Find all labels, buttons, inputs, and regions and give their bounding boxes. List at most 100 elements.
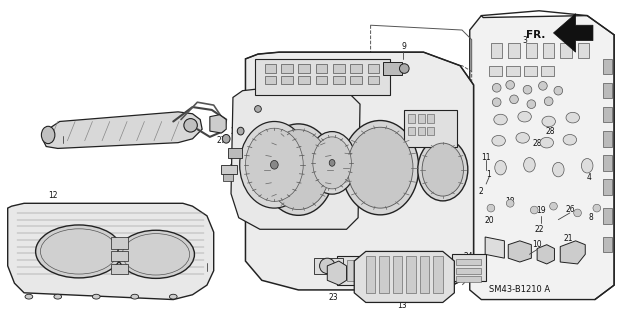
Bar [408, 127, 415, 135]
Ellipse shape [531, 206, 538, 214]
Bar [381, 260, 390, 281]
Bar [508, 42, 520, 58]
Ellipse shape [271, 160, 278, 169]
Text: 20: 20 [484, 216, 494, 225]
Polygon shape [354, 251, 454, 302]
Bar [111, 264, 128, 274]
Bar [223, 174, 233, 181]
Bar [489, 66, 502, 76]
Text: 17: 17 [74, 281, 84, 290]
Text: 1: 1 [486, 170, 492, 179]
Ellipse shape [255, 106, 261, 112]
Bar [603, 131, 612, 146]
Bar [416, 260, 424, 281]
Bar [221, 165, 237, 174]
Ellipse shape [54, 294, 61, 299]
Ellipse shape [36, 225, 122, 278]
Bar [358, 260, 367, 281]
Bar [603, 83, 612, 98]
Bar [281, 76, 292, 84]
Bar [456, 259, 481, 265]
Text: 21: 21 [563, 234, 573, 243]
Text: 25: 25 [230, 127, 240, 136]
Bar [337, 256, 447, 285]
Ellipse shape [494, 114, 508, 125]
Text: 23: 23 [328, 293, 338, 302]
Ellipse shape [240, 122, 309, 208]
Ellipse shape [506, 199, 514, 207]
Polygon shape [560, 241, 585, 264]
Text: SM43-B1210 A: SM43-B1210 A [489, 286, 550, 294]
Text: 11: 11 [481, 152, 491, 162]
Text: 14: 14 [65, 266, 74, 275]
Bar [314, 258, 342, 274]
Bar [393, 260, 401, 281]
Ellipse shape [518, 111, 531, 122]
Text: 28: 28 [546, 127, 556, 136]
Text: 24: 24 [463, 252, 472, 261]
Bar [408, 114, 415, 123]
Bar [406, 256, 416, 293]
Ellipse shape [418, 138, 468, 201]
Text: 6: 6 [232, 149, 236, 158]
Text: 25: 25 [229, 158, 239, 167]
Bar [428, 114, 434, 123]
Bar [603, 208, 612, 224]
Ellipse shape [25, 294, 33, 299]
Ellipse shape [492, 98, 501, 107]
Bar [428, 260, 436, 281]
Ellipse shape [506, 81, 515, 89]
Ellipse shape [487, 204, 495, 212]
Text: 19: 19 [536, 206, 546, 216]
Bar [525, 42, 537, 58]
Polygon shape [246, 52, 474, 290]
Bar [452, 254, 486, 281]
Ellipse shape [573, 209, 581, 217]
Bar [506, 66, 520, 76]
Bar [560, 42, 572, 58]
Ellipse shape [184, 119, 197, 132]
Bar [404, 110, 457, 146]
Ellipse shape [319, 258, 335, 274]
Bar [603, 59, 612, 74]
Bar [524, 66, 537, 76]
Text: 16: 16 [202, 254, 212, 263]
Ellipse shape [542, 116, 556, 127]
Polygon shape [327, 261, 346, 285]
Ellipse shape [524, 158, 535, 172]
Bar [368, 76, 380, 84]
Polygon shape [231, 89, 360, 229]
Text: 13: 13 [397, 301, 407, 310]
Bar [491, 42, 502, 58]
Bar [541, 66, 554, 76]
Polygon shape [508, 241, 531, 262]
Bar [346, 260, 355, 281]
Ellipse shape [399, 64, 409, 73]
Bar [333, 64, 344, 73]
Ellipse shape [516, 133, 529, 143]
Bar [111, 251, 128, 261]
Ellipse shape [523, 85, 532, 94]
Bar [333, 76, 344, 84]
Ellipse shape [117, 230, 195, 278]
Text: 18: 18 [506, 197, 515, 206]
Ellipse shape [539, 82, 547, 90]
Text: 5: 5 [60, 278, 65, 287]
Bar [456, 268, 481, 274]
Bar [316, 64, 327, 73]
Ellipse shape [313, 137, 351, 189]
Ellipse shape [342, 121, 419, 215]
Bar [281, 64, 292, 73]
Ellipse shape [566, 112, 579, 123]
Ellipse shape [92, 294, 100, 299]
Ellipse shape [554, 86, 563, 95]
Bar [543, 42, 554, 58]
Bar [456, 277, 481, 282]
Ellipse shape [527, 100, 536, 108]
Text: 27: 27 [216, 136, 226, 145]
Ellipse shape [170, 294, 177, 299]
Ellipse shape [552, 162, 564, 177]
Text: 8: 8 [589, 213, 593, 222]
Ellipse shape [267, 130, 330, 210]
Ellipse shape [495, 160, 506, 175]
